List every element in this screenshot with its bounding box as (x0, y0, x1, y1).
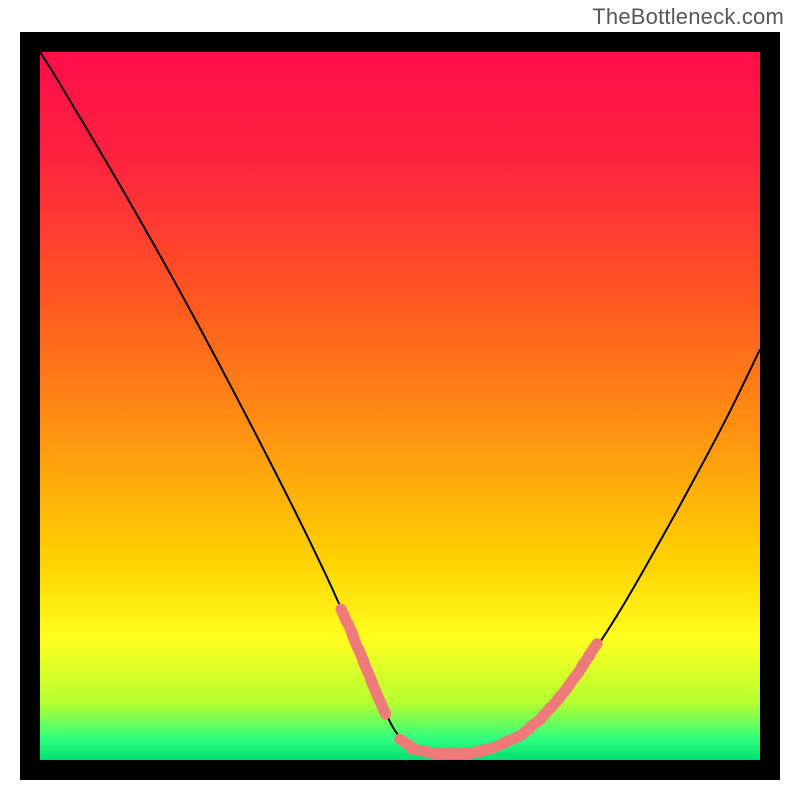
curve-layer (40, 52, 760, 760)
chart-frame (20, 32, 780, 780)
watermark-text: TheBottleneck.com (592, 4, 784, 30)
gradient-plot-area (40, 52, 760, 760)
curve-marker (380, 701, 386, 714)
bottleneck-curve (40, 52, 760, 754)
curve-marker (589, 644, 597, 656)
chart-stage: TheBottleneck.com (0, 0, 800, 800)
